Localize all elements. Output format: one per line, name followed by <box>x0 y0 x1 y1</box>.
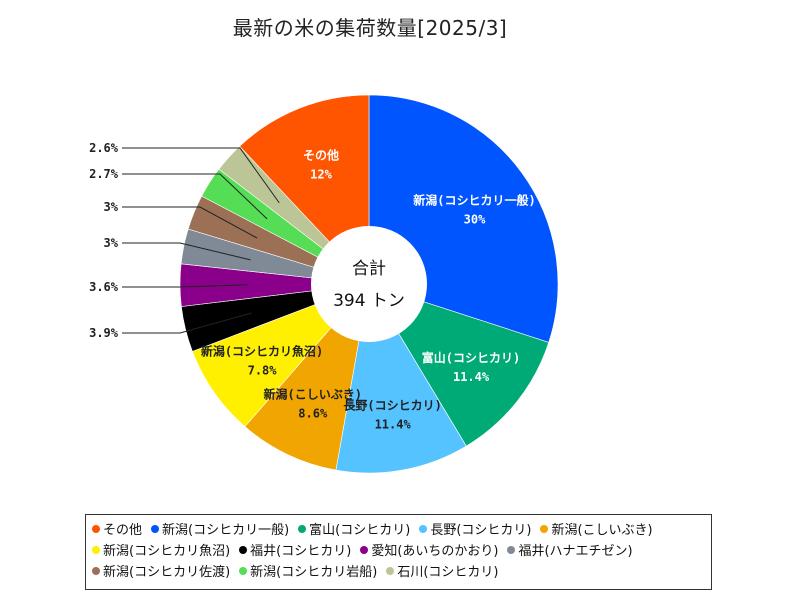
legend-item: 愛知(あいちのかおり) <box>360 541 498 562</box>
legend-item: 長野(コシヒカリ) <box>419 520 531 541</box>
slice-name-label: 長野(コシヒカリ) <box>343 397 441 412</box>
legend-swatch <box>151 525 160 533</box>
legend-label: 新潟(コシヒカリ岩船) <box>250 565 378 580</box>
pie-slice <box>368 283 550 447</box>
legend-swatch <box>92 567 100 575</box>
legend-label: 福井(ハナエチゼン) <box>518 544 633 559</box>
legend-item: 新潟(こしいぶき) <box>540 520 653 541</box>
slice-value-label: 3% <box>104 200 119 214</box>
legend-label: 新潟(コシヒカリ佐渡) <box>103 565 231 580</box>
slice-value-label: 3.6% <box>89 280 119 294</box>
legend-item: その他 <box>92 520 142 541</box>
leader-line <box>122 206 258 239</box>
slice-value-label: 2.7% <box>89 167 119 181</box>
legend-label: 新潟(コシヒカリ一般) <box>162 523 290 538</box>
legend-swatch <box>360 546 369 554</box>
legend-item: 石川(コシヒカリ) <box>386 562 498 583</box>
slice-value-label: 3.9% <box>89 326 119 340</box>
legend-label: その他 <box>103 523 143 538</box>
slice-value-label: 12% <box>310 168 332 182</box>
leader-line <box>122 284 249 288</box>
slice-name-label: 新潟(コシヒカリ一般) <box>413 192 535 207</box>
leader-line <box>122 173 268 220</box>
slice-name-label: 新潟(こしいぶき) <box>264 387 362 402</box>
slice-value-label: 30% <box>464 212 486 226</box>
legend-swatch <box>92 546 100 554</box>
legend-swatch <box>540 525 549 533</box>
legend-label: 富山(コシヒカリ) <box>309 523 411 538</box>
legend-label: 新潟(こしいぶき) <box>551 523 653 538</box>
center-total-label: 合計 <box>352 259 386 279</box>
slice-name-label: 新潟(コシヒカリ魚沼) <box>201 344 323 359</box>
leader-line <box>122 242 251 261</box>
leader-line <box>122 147 280 204</box>
legend-label: 新潟(コシヒカリ魚沼) <box>103 544 231 559</box>
legend-swatch <box>92 525 100 533</box>
legend-label: 福井(コシヒカリ) <box>250 544 352 559</box>
legend-swatch <box>239 567 248 575</box>
legend-label: 愛知(あいちのかおり) <box>371 544 499 559</box>
legend-swatch <box>298 525 307 533</box>
legend-swatch <box>507 546 516 554</box>
chart-title: 最新の米の集荷数量[2025/3] <box>232 16 508 40</box>
slice-name-label: 富山(コシヒカリ) <box>422 350 520 365</box>
legend-item: 新潟(コシヒカリ佐渡) <box>92 562 230 583</box>
legend-item: 福井(コシヒカリ) <box>239 541 351 562</box>
donut-hole <box>311 226 427 342</box>
slice-value-label: 11.4% <box>453 370 490 384</box>
leader-line <box>122 312 252 334</box>
slice-value-label: 3% <box>104 236 119 250</box>
legend-swatch <box>239 546 248 554</box>
legend-item: 新潟(コシヒカリ岩船) <box>239 562 377 583</box>
legend-item: 福井(ハナエチゼン) <box>507 541 633 562</box>
slice-value-label: 8.6% <box>298 407 328 421</box>
center-total-value: 394 トン <box>333 291 405 311</box>
legend-item: 富山(コシヒカリ) <box>298 520 410 541</box>
legend-label: 石川(コシヒカリ) <box>397 565 499 580</box>
legend-swatch <box>419 525 428 533</box>
slice-value-label: 11.4% <box>375 417 412 431</box>
slice-value-label: 7.8% <box>248 364 278 378</box>
legend-swatch <box>386 567 395 575</box>
legend-label: 長野(コシヒカリ) <box>430 523 532 538</box>
legend-item: 新潟(コシヒカリ一般) <box>151 520 289 541</box>
legend-item: 新潟(コシヒカリ魚沼) <box>92 541 230 562</box>
slice-value-label: 2.6% <box>89 141 119 155</box>
slice-name-label: その他 <box>303 148 339 163</box>
chart-legend: その他 新潟(コシヒカリ一般) 富山(コシヒカリ) 長野(コシヒカリ) 新潟(こしいぶき… <box>85 514 712 590</box>
